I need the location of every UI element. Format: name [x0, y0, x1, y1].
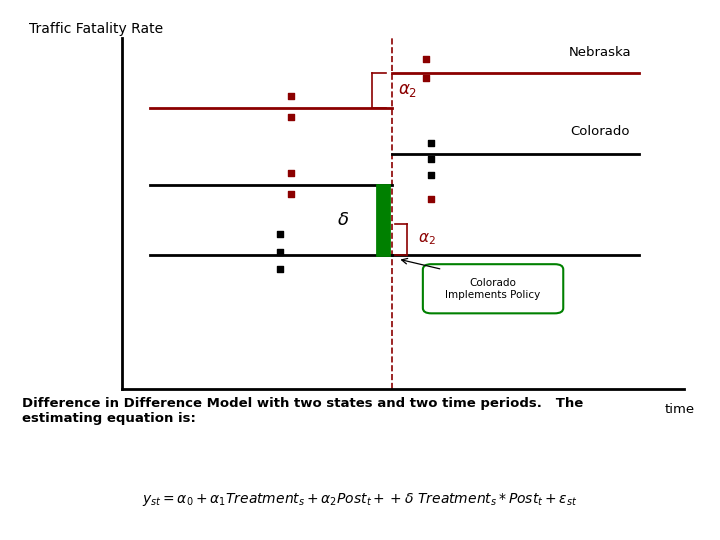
Text: $\delta$: $\delta$ — [337, 211, 349, 230]
Text: Difference in Difference Model with two states and two time periods.   The
estim: Difference in Difference Model with two … — [22, 397, 583, 425]
FancyBboxPatch shape — [377, 185, 389, 255]
Text: Traffic Fatality Rate: Traffic Fatality Rate — [29, 22, 163, 36]
Point — [426, 195, 437, 204]
Point — [285, 168, 297, 177]
Point — [285, 112, 297, 121]
Point — [285, 91, 297, 100]
FancyBboxPatch shape — [423, 264, 563, 313]
Point — [426, 139, 437, 147]
Text: Colorado
Implements Policy: Colorado Implements Policy — [446, 278, 541, 300]
Text: $\alpha_2$: $\alpha_2$ — [418, 232, 436, 247]
Point — [420, 55, 431, 63]
Point — [274, 247, 285, 256]
Point — [426, 171, 437, 179]
Point — [285, 190, 297, 198]
Text: Colorado: Colorado — [570, 125, 629, 138]
Text: $\alpha_2$: $\alpha_2$ — [397, 82, 417, 99]
Point — [420, 74, 431, 83]
Point — [274, 265, 285, 274]
Point — [426, 154, 437, 163]
Text: Nebraska: Nebraska — [569, 46, 631, 59]
Text: $y_{st} = \alpha_0 + \alpha_1Treatment_s +\alpha_2Post_t + + \delta\ Treatment_s: $y_{st} = \alpha_0 + \alpha_1Treatment_s… — [143, 491, 577, 508]
Text: time: time — [665, 403, 696, 416]
Point — [274, 230, 285, 239]
